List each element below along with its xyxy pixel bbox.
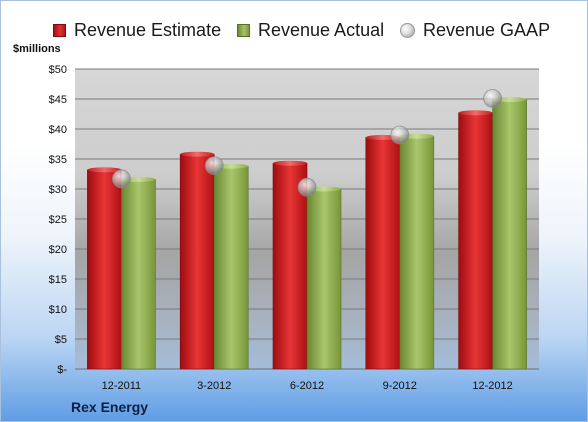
bar-actual-body	[213, 165, 249, 370]
bar-estimate-body	[179, 153, 215, 370]
bar-estimate-body	[87, 169, 122, 370]
y-tick-label: $5	[55, 334, 67, 346]
bar-actual-body	[121, 179, 156, 370]
bar-estimate-top	[273, 160, 307, 166]
gaap-marker	[297, 177, 317, 197]
legend-item-gaap: Revenue GAAP	[400, 15, 550, 45]
bar-actual	[399, 133, 435, 370]
x-tick-label: 9-2012	[383, 380, 417, 392]
legend-label-estimate: Revenue Estimate	[74, 19, 222, 40]
y-axis-ticks: $- $5 $10 $15 $20 $25 $30 $35 $40 $45 $50	[49, 64, 68, 376]
y-tick-label: $10	[49, 304, 67, 316]
bar-estimate-top	[180, 151, 215, 157]
y-tick-label: $50	[49, 64, 67, 76]
bar-actual-body	[492, 99, 527, 370]
bar-actual	[121, 176, 156, 370]
bar-estimate	[272, 160, 308, 370]
y-tick-label: $40	[49, 124, 67, 136]
bar-estimate	[87, 167, 122, 370]
legend-item-actual: Revenue Actual	[237, 15, 384, 45]
y-tick-label: $45	[49, 94, 67, 106]
legend-label-actual: Revenue Actual	[258, 19, 385, 40]
gaap-marker	[390, 125, 410, 145]
company-label: Rex Energy	[71, 399, 149, 415]
y-tick-label: $20	[49, 244, 67, 256]
bar-actual	[492, 97, 527, 370]
x-tick-label: 6-2012	[290, 380, 324, 392]
x-tick-label: 12-2011	[102, 380, 142, 392]
y-tick-label: $25	[49, 214, 67, 226]
y-tick-label: $30	[49, 184, 67, 196]
legend-swatch-actual	[237, 23, 250, 37]
bar-estimate-body	[458, 112, 493, 370]
bar-estimate	[365, 134, 401, 370]
y-tick-label: $-	[57, 364, 67, 376]
bars	[87, 97, 527, 370]
gaap-marker	[483, 89, 503, 108]
x-axis-ticks: 12-2011 3-2012 6-2012 9-2012 12-2012	[102, 380, 513, 392]
x-tick-label: 3-2012	[197, 380, 231, 392]
bar-actual-body	[306, 188, 342, 370]
bar-estimate-body	[365, 137, 401, 370]
y-axis-unit-label: $millions	[13, 43, 61, 55]
legend-item-estimate: Revenue Estimate	[53, 15, 221, 45]
bar-estimate-top	[87, 167, 122, 173]
gaap-markers	[112, 89, 503, 197]
legend-swatch-estimate	[53, 23, 66, 37]
bar-actual	[213, 163, 249, 370]
chart-legend: Revenue Estimate Revenue Actual Revenue …	[1, 15, 587, 45]
legend-marker-gaap	[400, 22, 415, 38]
gaap-marker	[112, 169, 131, 189]
bar-actual-body	[399, 135, 435, 370]
bar-actual	[306, 186, 342, 370]
y-tick-label: $15	[49, 274, 67, 286]
y-tick-label: $35	[49, 154, 67, 166]
bar-estimate-top	[458, 110, 493, 116]
bar-estimate	[179, 151, 215, 370]
legend-label-gaap: Revenue GAAP	[423, 19, 551, 40]
bar-estimate-body	[272, 162, 308, 370]
x-tick-label: 12-2012	[472, 380, 512, 392]
gaap-marker	[204, 156, 224, 176]
bar-estimate	[458, 110, 493, 370]
